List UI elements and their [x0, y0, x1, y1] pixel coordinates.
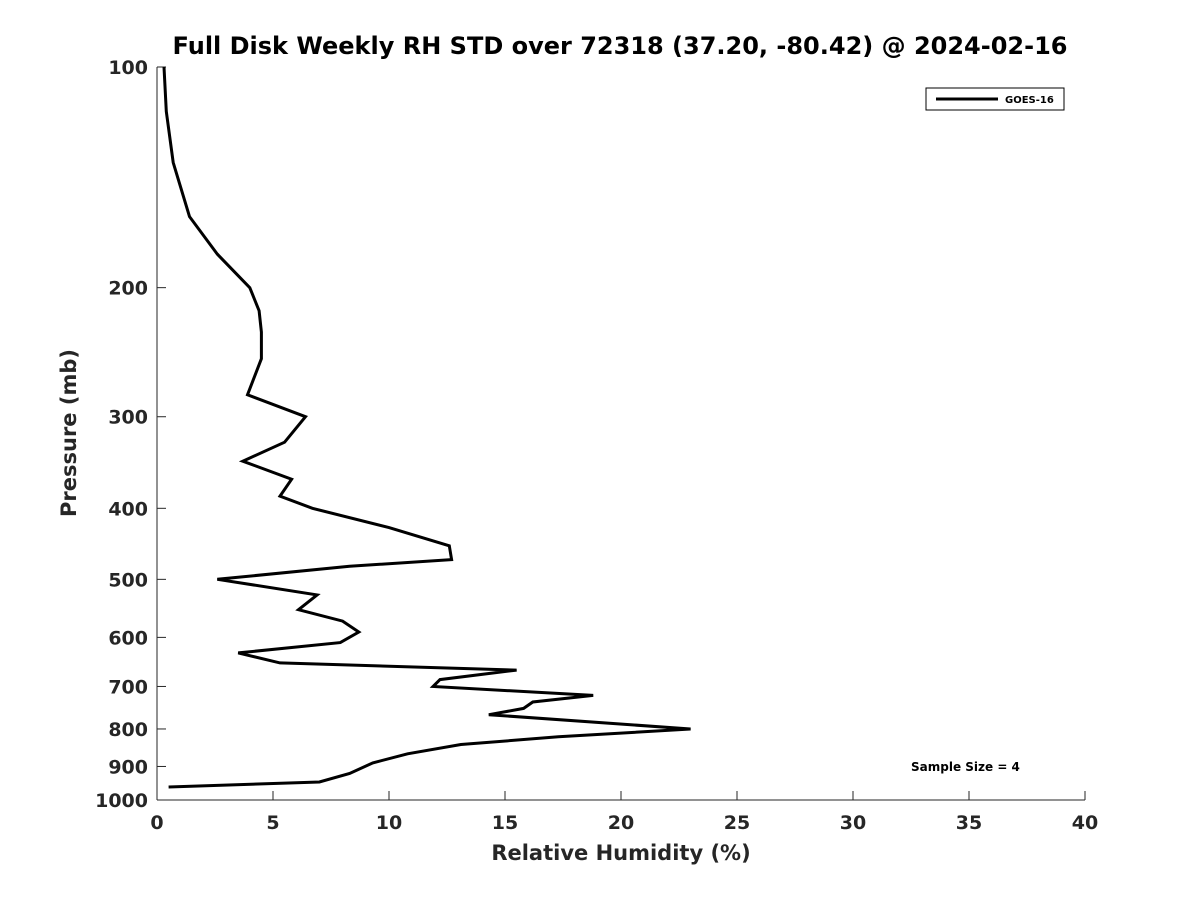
legend-label-goes-16: GOES-16 — [1005, 95, 1054, 106]
chart-title: Full Disk Weekly RH STD over 72318 (37.2… — [173, 32, 1068, 60]
x-tick-label: 35 — [956, 812, 982, 834]
x-axis-label: Relative Humidity (%) — [491, 841, 750, 865]
y-tick-label: 900 — [108, 756, 148, 778]
y-tick-label: 300 — [108, 407, 148, 429]
series-line-goes-16 — [162, 66, 691, 789]
y-tick-label: 200 — [108, 278, 148, 300]
y-tick-label: 1000 — [95, 790, 148, 812]
x-tick-label: 40 — [1072, 812, 1098, 834]
x-tick-label: 10 — [376, 812, 402, 834]
x-tick-label: 20 — [608, 812, 634, 834]
x-tick-label: 5 — [266, 812, 279, 834]
legend: GOES-16 — [925, 87, 1065, 111]
y-axis-label: Pressure (mb) — [57, 349, 81, 517]
sample-size-annotation: Sample Size = 4 — [911, 760, 1020, 774]
x-axis-ticks: 0 5 10 15 20 25 30 35 40 — [150, 791, 1098, 834]
y-tick-label: 700 — [108, 676, 148, 698]
series-layer — [162, 66, 691, 789]
y-tick-label: 400 — [108, 498, 148, 520]
x-tick-label: 0 — [150, 812, 163, 834]
y-axis-ticks: 100 200 300 400 500 600 700 800 900 1000 — [95, 57, 166, 812]
x-tick-label: 30 — [840, 812, 866, 834]
y-tick-label: 800 — [108, 719, 148, 741]
x-tick-label: 15 — [492, 812, 518, 834]
x-tick-label: 25 — [724, 812, 750, 834]
y-tick-label: 100 — [108, 57, 148, 79]
y-tick-label: 600 — [108, 627, 148, 649]
y-tick-label: 500 — [108, 569, 148, 591]
